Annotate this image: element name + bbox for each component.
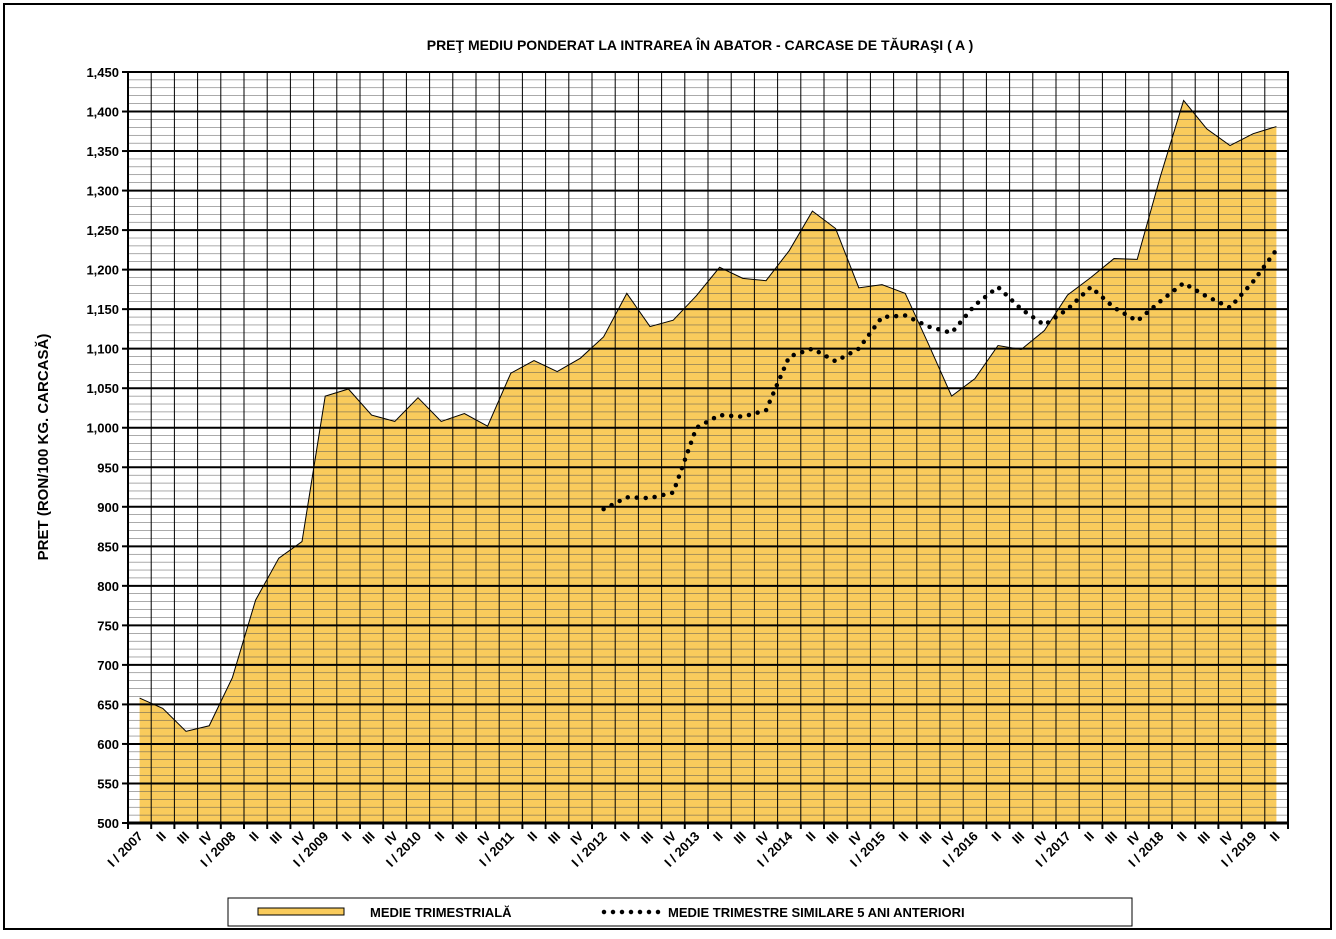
y-tick-label: 550 [97,776,119,791]
dotted-line [601,247,1279,512]
y-tick-label: 1,250 [86,223,119,238]
y-tick-label: 700 [97,658,119,673]
y-axis-label: PRET (RON/100 KG. CARCASĂ) [35,334,52,561]
area-outline [139,99,1277,732]
y-tick-label: 750 [97,618,119,633]
y-tick-label: 1,450 [86,65,119,80]
y-tick-label: 950 [97,460,119,475]
legend-swatch [257,907,345,916]
y-tick-label: 650 [97,697,119,712]
y-tick-label: 1,400 [86,105,119,120]
y-tick-label: 800 [97,579,119,594]
y-tick-label: 900 [97,500,119,515]
y-tick-label: 1,200 [86,263,119,278]
y-tick-label: 600 [97,737,119,752]
y-tick-label: 1,300 [86,184,119,199]
y-tick-label: 1,050 [86,381,119,396]
y-tick-label: 1,100 [86,342,119,357]
y-tick-label: 1,350 [86,144,119,159]
y-tick-label: 500 [97,816,119,831]
legend-label: MEDIE TRIMESTRE SIMILARE 5 ANI ANTERIORI [668,905,965,920]
legend [227,897,1133,927]
legend-label: MEDIE TRIMESTRIALĂ [370,905,512,920]
y-tick-label: 1,150 [86,302,119,317]
chart-title: PREŢ MEDIU PONDERAT LA INTRAREA ÎN ABATO… [427,36,974,53]
y-tick-label: 850 [97,539,119,554]
y-tick-label: 1,000 [86,421,119,436]
